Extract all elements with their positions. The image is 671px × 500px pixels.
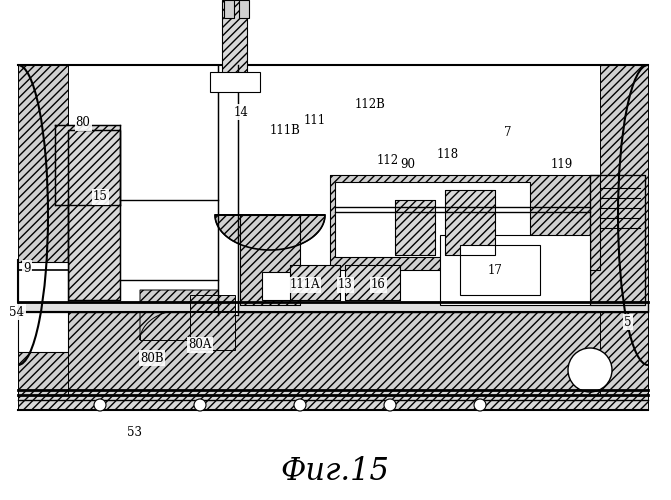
Text: 13: 13: [338, 278, 352, 291]
Bar: [290, 265, 340, 300]
Text: Фиг.15: Фиг.15: [280, 456, 389, 488]
Polygon shape: [140, 290, 226, 340]
Text: 15: 15: [93, 190, 107, 203]
Text: 119: 119: [551, 158, 573, 172]
Bar: [600, 65, 648, 395]
Bar: [335, 182, 530, 257]
Text: 118: 118: [437, 148, 459, 162]
Bar: [442, 237, 588, 303]
Circle shape: [384, 399, 396, 411]
Circle shape: [568, 348, 612, 392]
Text: 111B: 111B: [270, 124, 301, 136]
Bar: [18, 65, 68, 395]
Bar: [590, 175, 645, 305]
Text: 80B: 80B: [140, 352, 164, 364]
Bar: [239, 0, 249, 18]
Bar: [460, 245, 540, 295]
Text: 53: 53: [127, 426, 142, 438]
Text: 9: 9: [23, 262, 31, 274]
Bar: [345, 265, 400, 300]
Circle shape: [294, 399, 306, 411]
Text: 80: 80: [76, 116, 91, 130]
Bar: [240, 215, 300, 305]
Bar: [262, 272, 290, 300]
Text: 111A: 111A: [290, 278, 320, 291]
Bar: [140, 290, 225, 340]
Bar: [221, 65, 235, 315]
Bar: [68, 130, 120, 300]
Bar: [224, 0, 234, 18]
Bar: [345, 265, 400, 300]
Text: 54: 54: [9, 306, 25, 318]
Circle shape: [474, 399, 486, 411]
Bar: [222, 0, 247, 80]
Polygon shape: [215, 215, 325, 250]
Text: 14: 14: [234, 106, 248, 118]
Bar: [68, 130, 120, 300]
Bar: [18, 390, 648, 410]
Text: 17: 17: [488, 264, 503, 276]
Bar: [210, 72, 260, 92]
Bar: [395, 200, 435, 255]
Bar: [18, 312, 68, 352]
Text: 111: 111: [304, 114, 326, 126]
Bar: [190, 295, 235, 350]
Bar: [240, 215, 300, 305]
Bar: [395, 200, 435, 255]
Bar: [290, 265, 340, 300]
Bar: [18, 310, 648, 390]
Bar: [55, 125, 120, 205]
Bar: [18, 302, 648, 312]
Text: 112: 112: [377, 154, 399, 166]
Bar: [445, 190, 495, 255]
Bar: [18, 262, 68, 302]
Text: 7: 7: [504, 126, 512, 138]
Bar: [440, 235, 590, 305]
Circle shape: [194, 399, 206, 411]
Text: 16: 16: [370, 278, 385, 291]
Bar: [212, 73, 258, 91]
Text: 112B: 112B: [354, 98, 385, 112]
Bar: [445, 190, 495, 255]
Text: 5: 5: [624, 316, 632, 328]
Bar: [590, 175, 645, 305]
Bar: [263, 273, 289, 299]
Bar: [330, 175, 600, 270]
Bar: [330, 175, 600, 270]
Text: 90: 90: [401, 158, 415, 172]
Text: 80A: 80A: [189, 338, 211, 351]
Bar: [218, 65, 238, 315]
Circle shape: [94, 399, 106, 411]
